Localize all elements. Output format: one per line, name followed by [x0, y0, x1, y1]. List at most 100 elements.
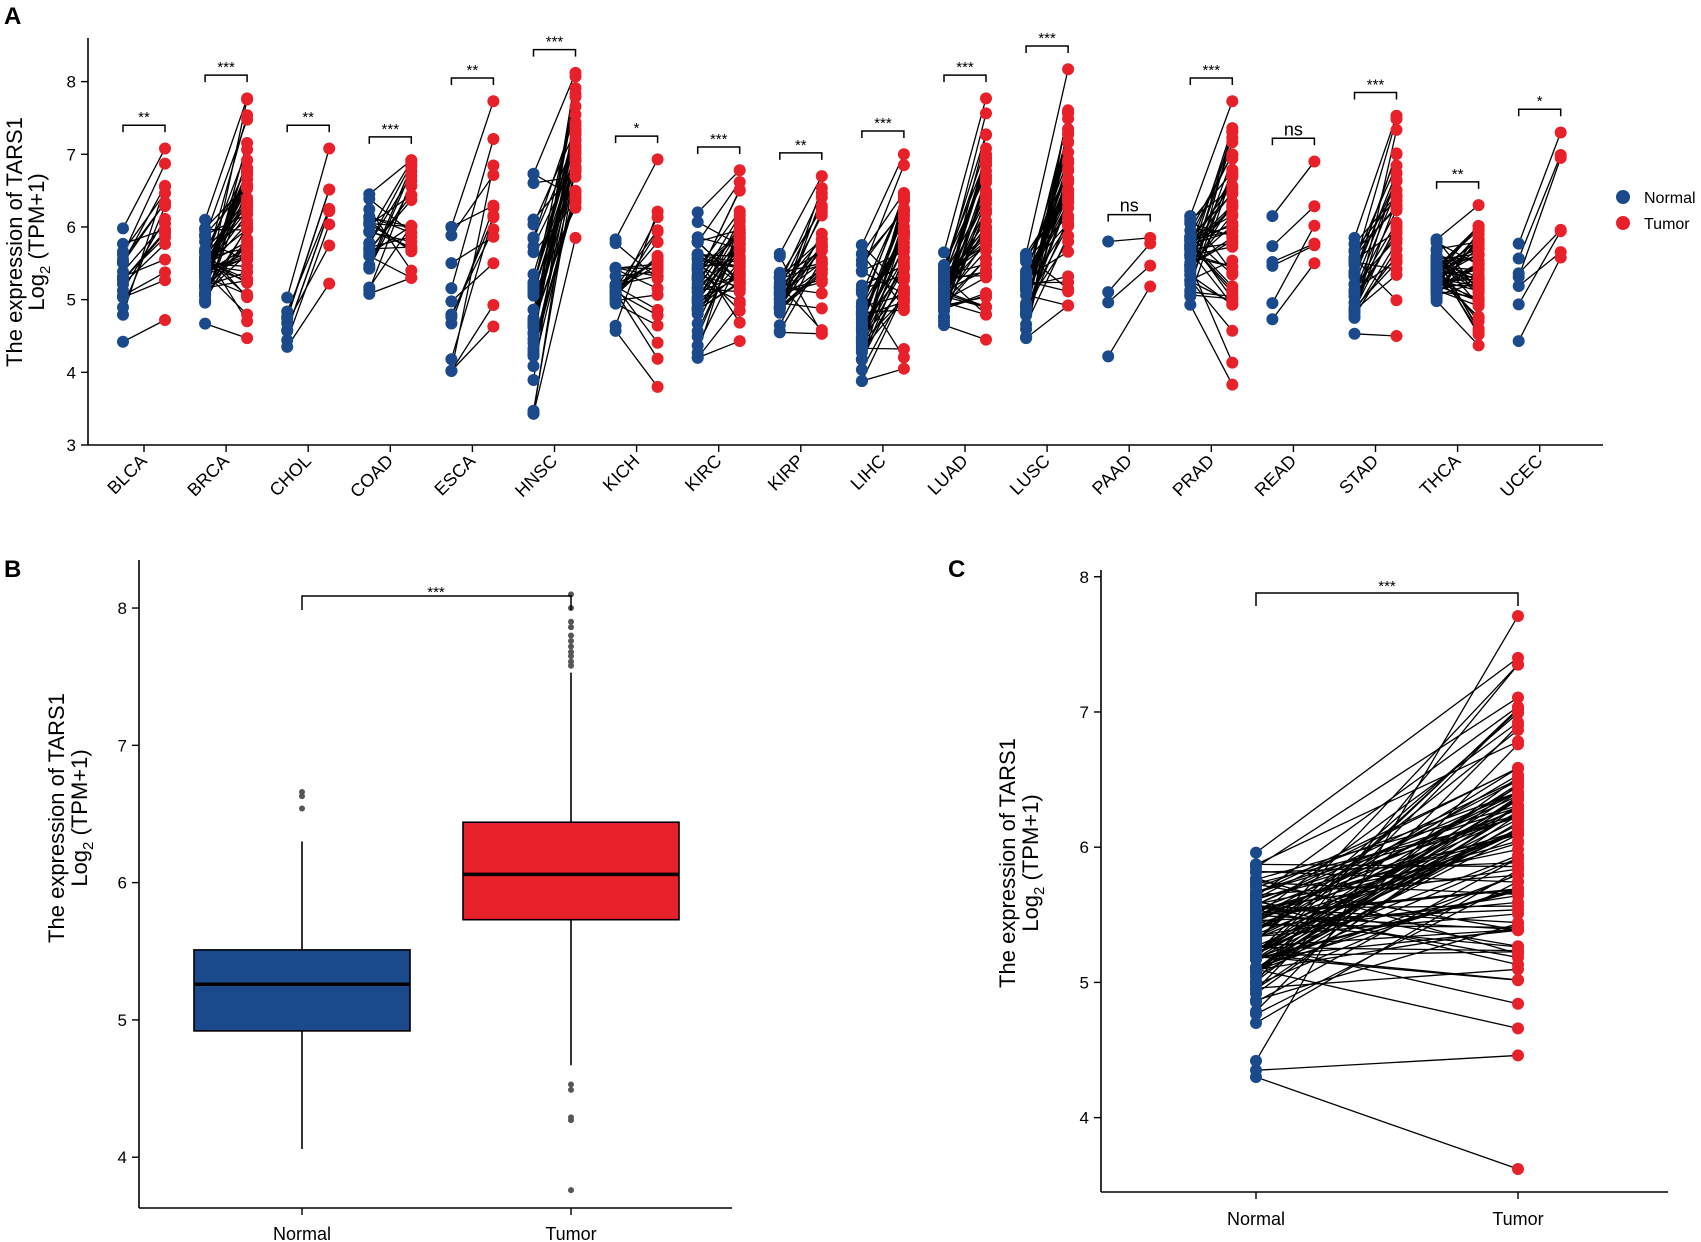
xtick-label-kirp: KIRP	[764, 451, 808, 495]
tumor-outlier-point	[568, 1081, 574, 1088]
panel-c-pair-line	[1255, 1076, 1519, 1170]
pair-line-stad	[1353, 205, 1398, 258]
tumor-outlier-point	[568, 1187, 574, 1194]
pair-line-brca	[205, 262, 248, 268]
normal-point-hnsc	[527, 213, 540, 226]
significance-bracket-chol	[286, 124, 330, 133]
pair-line-stad	[1353, 232, 1398, 297]
pair-line-brca	[204, 170, 248, 286]
pair-line-brca	[204, 271, 248, 287]
xtick-label-kirc: KIRC	[681, 451, 726, 496]
tumor-point-thca	[1472, 220, 1485, 233]
panel-c-pair-line	[1255, 951, 1519, 957]
panel-c-ylabel-line2: Log2 (TPM+1)	[1018, 794, 1048, 931]
tumor-point-kirc	[733, 304, 746, 317]
normal-point-kich	[609, 237, 622, 250]
tumor-point-thca	[1472, 249, 1485, 262]
pair-line-luad	[943, 212, 987, 306]
panel-c-normal-point	[1250, 866, 1262, 879]
tumor-point-hnsc	[569, 123, 582, 136]
panel-c-tumor-point	[1512, 834, 1524, 847]
pair-line-stad	[1354, 274, 1397, 311]
panel-c-pair-line	[1255, 767, 1519, 900]
tumor-point-esca	[487, 133, 500, 146]
pair-line-prad	[1189, 215, 1233, 239]
tumor-point-prad	[1226, 95, 1239, 108]
tumor-point-coad	[405, 194, 418, 207]
legend-tumor-label: Tumor	[1644, 216, 1690, 233]
pair-line-chol	[286, 283, 330, 348]
pair-line-thca	[1436, 204, 1480, 240]
pair-line-kirc	[697, 273, 740, 294]
tumor-point-kirp	[815, 209, 828, 222]
pair-line-lihc	[861, 192, 905, 255]
tumor-point-esca	[487, 159, 500, 172]
normal-point-esca	[445, 308, 458, 321]
tumor-point-esca	[487, 95, 500, 108]
panel-c-pair-line	[1255, 776, 1519, 970]
pair-line-coad	[368, 255, 412, 279]
pair-line-hnsc	[532, 237, 577, 414]
normal-point-blca	[117, 335, 129, 348]
pair-line-kirp	[779, 302, 822, 310]
tumor-point-chol	[323, 239, 336, 252]
significance-label-coad: ***	[382, 121, 400, 138]
tumor-point-kirc	[733, 227, 746, 240]
panel-c-tumor-point	[1512, 1163, 1524, 1176]
xtick-label-thca: THCA	[1416, 451, 1465, 500]
normal-point-kirc	[691, 270, 704, 283]
panel-c-normal-point	[1250, 1064, 1262, 1077]
significance-bracket-kirp	[779, 152, 823, 160]
tumor-point-thca	[1472, 275, 1485, 288]
pair-line-brca	[204, 272, 248, 315]
pair-line-prad	[1189, 274, 1233, 306]
tumor-point-lihc	[897, 159, 910, 172]
tumor-point-luad	[980, 151, 992, 164]
tumor-point-thca	[1472, 199, 1485, 212]
normal-point-kirc	[691, 206, 704, 219]
pair-line-lihc	[861, 298, 905, 343]
tumor-outlier-point	[568, 624, 574, 631]
panel-c-ytick-label: 6	[1080, 838, 1089, 857]
normal-point-read	[1266, 210, 1279, 223]
tumor-point-chol	[323, 142, 336, 155]
pair-line-luad	[943, 324, 987, 341]
pair-line-kirc	[697, 303, 741, 359]
panel-c-significance: ***	[1378, 578, 1396, 595]
pair-line-stad	[1354, 262, 1397, 309]
panel-c-ytick-label: 5	[1080, 973, 1089, 992]
pair-line-prad	[1189, 222, 1233, 247]
xtick-label-brca: BRCA	[183, 451, 233, 501]
pair-line-lihc	[861, 279, 905, 353]
tumor-point-brca	[241, 332, 254, 345]
normal-point-hnsc	[527, 167, 540, 180]
tumor-point-hnsc	[569, 148, 582, 161]
normal-point-hnsc	[527, 374, 540, 387]
pair-line-prad	[1189, 175, 1233, 271]
tumor-point-luad	[980, 269, 992, 282]
panel-c-tumor-point	[1512, 856, 1524, 869]
panel-a-paired-dot-chart: The expression of TARS1 Log2 (TPM+1) 3 4 5…	[2, 30, 1696, 502]
panel-c-pair-line	[1255, 804, 1519, 970]
significance-bracket-blca	[122, 124, 166, 133]
panel-c-pair-line	[1255, 729, 1519, 941]
pair-line-stad	[1353, 197, 1398, 251]
panel-c-tumor-point	[1512, 825, 1524, 838]
pair-line-brca	[204, 241, 248, 261]
normal-point-kirp	[773, 319, 786, 332]
normal-point-stad	[1348, 244, 1361, 257]
tumor-point-kich	[651, 211, 664, 224]
normal-point-coad	[363, 281, 376, 294]
normal-point-thca	[1430, 263, 1443, 276]
pair-line-blca	[122, 163, 166, 255]
xtick-label-prad: PRAD	[1169, 451, 1219, 501]
pair-line-prad	[1190, 256, 1233, 268]
pair-line-kirc	[697, 226, 741, 289]
pair-line-stad	[1354, 194, 1397, 245]
pair-line-kirc	[697, 253, 740, 257]
tumor-point-kirp	[815, 287, 828, 300]
pair-line-coad	[369, 236, 412, 249]
pair-line-thca	[1436, 255, 1479, 262]
panel-c-tumor-point	[1512, 658, 1524, 671]
pair-line-kirc	[697, 215, 741, 285]
